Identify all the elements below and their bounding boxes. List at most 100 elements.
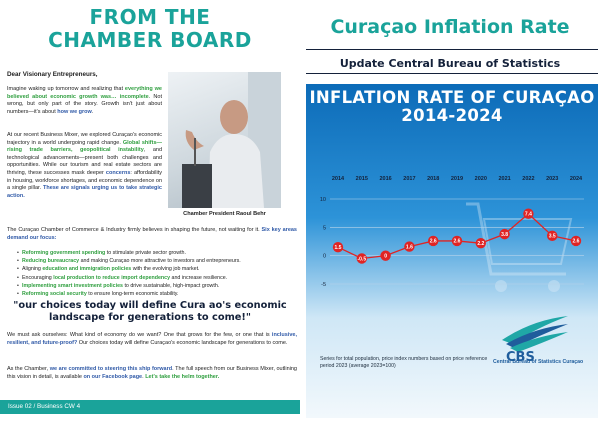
- cbs-logo: CBS: [502, 316, 568, 362]
- paragraph-5-text-3: .: [142, 373, 146, 380]
- paragraph-1-end: .: [91, 108, 94, 115]
- data-point: 0: [380, 250, 391, 261]
- pull-quote: "our choices today will define Cura ao's…: [13, 300, 287, 323]
- data-point-marker: [451, 235, 463, 247]
- data-point-marker: [356, 253, 367, 264]
- data-label: 1.6: [406, 244, 413, 250]
- x-tick-label: 2022: [522, 176, 534, 182]
- y-tick-label: 0: [323, 254, 326, 260]
- list-item-text: Aligning: [22, 266, 43, 273]
- data-point: 1.5: [332, 241, 344, 253]
- list-item-highlight: local production to reduce import depend…: [53, 274, 171, 281]
- data-label: 2.6: [573, 239, 580, 245]
- right-page: Curaçao Inflation Rate Update Central Bu…: [300, 0, 600, 424]
- data-point-marker: [547, 230, 558, 242]
- x-tick-label: 2015: [356, 176, 368, 182]
- list-item: Reforming social security to ensure long…: [17, 290, 241, 298]
- list-item-highlight: Reforming government spending: [22, 250, 106, 256]
- data-label: 2.6: [430, 239, 437, 245]
- list-item-text: to drive sustainable, high-impact growth…: [122, 282, 220, 289]
- list-item: Encouraging local production to reduce i…: [17, 274, 241, 282]
- data-label: -0.5: [357, 256, 366, 262]
- divider-bottom: [306, 73, 598, 74]
- data-point: 1.6: [404, 241, 415, 252]
- paragraph-1-highlight: everything we believed about economic gr…: [7, 86, 162, 100]
- president-photo: [168, 72, 281, 208]
- data-point-marker: [475, 238, 486, 249]
- paragraph-5-emphasis: we are committed to steering this ship f…: [49, 366, 173, 372]
- x-tick-label: 2019: [451, 176, 463, 182]
- x-axis: 2014 2015 2016 2017 2018 2019 2020 2021 2022 2023…: [332, 176, 583, 182]
- y-tick-label: -5: [321, 282, 326, 288]
- list-item: Reducing bureaucracy and making Curaçao …: [17, 257, 241, 265]
- data-point: 2.2: [475, 238, 486, 249]
- list-item-text: Encouraging: [22, 274, 54, 281]
- inflation-page-title: Curaçao Inflation Rate: [330, 16, 570, 38]
- left-page: FROM THE CHAMBER BOARD Dear Visionary En…: [0, 0, 300, 424]
- data-point-marker: [570, 235, 582, 247]
- data-point-marker: [380, 250, 391, 261]
- paragraph-5-text: As the Chamber,: [7, 366, 50, 372]
- data-label: 3.5: [549, 234, 556, 240]
- y-tick-label: 10: [320, 197, 326, 203]
- data-point: 3.5: [547, 230, 558, 242]
- x-tick-label: 2016: [379, 176, 391, 182]
- data-label: 0: [384, 253, 387, 259]
- list-item: Aligning education and immigration polic…: [17, 265, 241, 273]
- x-tick-label: 2021: [498, 176, 510, 182]
- page-heading: FROM THE CHAMBER BOARD: [0, 6, 300, 52]
- paragraph-5: As the Chamber, we are committed to stee…: [7, 366, 297, 381]
- divider-top: [306, 49, 598, 50]
- x-tick-label: 2023: [546, 176, 558, 182]
- data-point: 2.6: [451, 235, 463, 247]
- data-label: 1.5: [335, 245, 342, 251]
- paragraph-5-text-2: . The full speech from our Business Mixe…: [7, 366, 297, 380]
- data-point: 3.8: [499, 228, 510, 240]
- paragraph-4-text: We must ask ourselves: What kind of econ…: [7, 332, 272, 338]
- paragraph-3: The Curaçao Chamber of Commerce & Indust…: [7, 227, 297, 242]
- heading-line-2: CHAMBER BOARD: [48, 28, 252, 52]
- heading-line-1: FROM THE: [89, 5, 211, 29]
- chart-grid: [330, 198, 584, 285]
- data-point-marker: [332, 241, 344, 253]
- footer-bar: [0, 400, 300, 414]
- data-points: 1.5 -0.5 0 1.6 2.6 2.6 2.2 3.8 7.4 3.5 2.6: [332, 208, 582, 264]
- paragraph-4-emphasis: inclusive, resilient, and future-proof?: [7, 332, 297, 346]
- y-axis: 10 5 0 -5: [320, 197, 326, 288]
- data-label: 2.2: [477, 241, 484, 247]
- data-label: 3.8: [501, 232, 508, 238]
- list-item-text: and making Curaçao more attractive to in…: [79, 258, 241, 265]
- inflation-subtitle: Update Central Bureau of Statistics: [339, 57, 561, 70]
- paragraph-4-text-2: Our choices today will define Curaçao's …: [77, 339, 288, 346]
- issue-label: Issue 02 / Business CW 4: [8, 403, 81, 410]
- list-item-text: to ensure long-term economic stability.: [86, 291, 179, 298]
- list-item-text: to stimulate private sector growth.: [105, 250, 186, 256]
- facebook-link[interactable]: on our Facebook page: [83, 373, 143, 380]
- paragraph-1-text-2: . Not wrong, but only part of the story.…: [7, 93, 162, 115]
- paragraph-2-text-3: : affordability in housing, workforce sh…: [7, 169, 162, 192]
- x-tick-label: 2020: [475, 176, 487, 182]
- data-point: 2.6: [570, 235, 582, 247]
- cbs-logo-text: CBS: [506, 350, 535, 362]
- y-tick-label: 5: [323, 225, 326, 231]
- list-item: Reforming government spending to stimula…: [17, 249, 241, 257]
- chart-title-line-2: 2014-2024: [401, 106, 503, 125]
- cbs-caption: Central Bureau of Statistics Curaçao: [493, 359, 584, 365]
- chart-footnote: Series for total population, price index…: [320, 356, 488, 370]
- paragraph-3-emphasis: Six key areas demand our focus:: [7, 227, 297, 241]
- data-point: 2.6: [428, 235, 439, 247]
- paragraph-3-text: The Curaçao Chamber of Commerce & Indust…: [7, 227, 262, 233]
- paragraph-5-highlight: Let's take the helm together.: [145, 373, 220, 380]
- data-label: 2.6: [454, 239, 461, 245]
- focus-areas-list: Reforming government spending to stimula…: [17, 249, 241, 298]
- list-item-highlight: Reducing bureaucracy: [22, 258, 80, 265]
- x-tick-label: 2017: [403, 176, 415, 182]
- paragraph-2-text-2: , and technological advancements—present…: [7, 147, 163, 176]
- list-item-highlight: Reforming social security: [22, 291, 87, 298]
- paragraph-4: We must ask ourselves: What kind of econ…: [7, 332, 297, 347]
- data-point-marker: [404, 241, 415, 252]
- photo-caption: Chamber President Raoul Behr: [183, 211, 266, 217]
- paragraph-2-emphasis-2: These are signals urging us to take stra…: [7, 185, 162, 199]
- chart-title-line-1: INFLATION RATE OF CURAÇAO: [309, 88, 595, 107]
